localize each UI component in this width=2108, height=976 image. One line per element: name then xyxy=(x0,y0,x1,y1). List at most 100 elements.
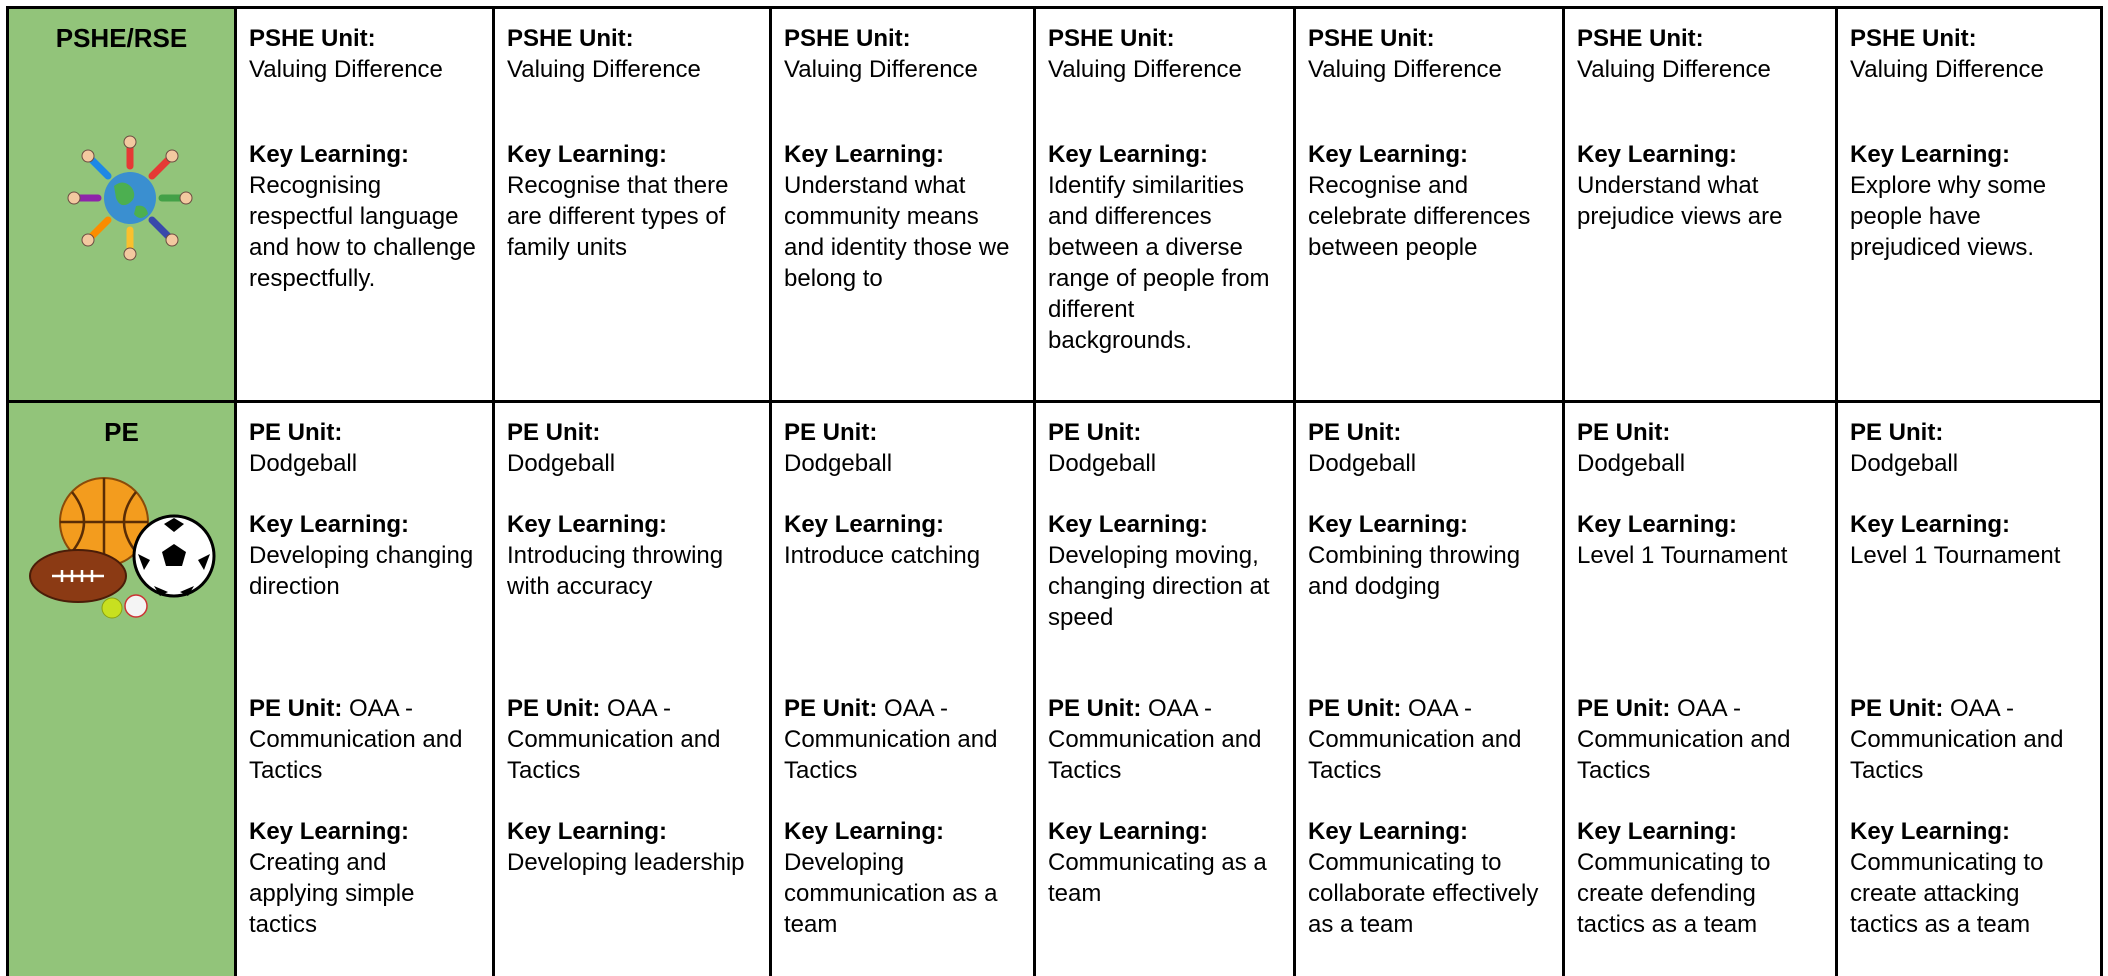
key-text: Recognise and celebrate differences betw… xyxy=(1308,172,1531,261)
unit-label: PE Unit: xyxy=(784,695,878,722)
unit-name: OAA - Communication and Tactics xyxy=(1308,695,1522,784)
spacer xyxy=(249,479,480,509)
unit-line: PE Unit: xyxy=(507,417,757,448)
cell: PSHE Unit: Valuing Difference Key Learning… xyxy=(1033,6,1296,403)
key-label: Key Learning: xyxy=(507,511,668,538)
key-label: Key Learning: xyxy=(1850,141,2011,168)
cell: PE Unit: Dodgeball Key Learning: Introducin… xyxy=(492,400,772,976)
key-text: Understand what prejudice views are xyxy=(1577,172,1783,230)
spacer xyxy=(1048,479,1281,509)
key-label: Key Learning: xyxy=(1577,511,1738,538)
unit-line: PE Unit: OAA - Communication and Tactics xyxy=(1577,693,1823,786)
unit-block: PE Unit: Dodgeball Key Learning: Introducin… xyxy=(507,417,757,693)
unit-block: PSHE Unit: Valuing Difference Key Learning… xyxy=(507,23,757,263)
key-label: Key Learning: xyxy=(784,141,945,168)
key-line: Key Learning: xyxy=(1308,139,1550,170)
key-line: Key Learning: xyxy=(1577,139,1823,170)
unit-name: Valuing Difference xyxy=(507,56,701,83)
unit-block: PE Unit: OAA - Communication and Tactics… xyxy=(1048,693,1281,909)
unit-name: Valuing Difference xyxy=(784,56,978,83)
unit-label: PE Unit: xyxy=(1048,695,1142,722)
key-text: Combining throwing and dodging xyxy=(1308,542,1521,600)
key-text: Level 1 Tournament xyxy=(1850,542,2061,569)
unit-label: PE Unit: xyxy=(1577,695,1671,722)
cell: PE Unit: Dodgeball Key Learning: Level 1 To… xyxy=(1835,400,2103,976)
unit-line: PSHE Unit: xyxy=(507,23,757,54)
key-label: Key Learning: xyxy=(249,511,410,538)
key-text: Communicating as a team xyxy=(1048,849,1267,907)
unit-name: Dodgeball xyxy=(1577,450,1686,477)
spacer xyxy=(784,479,1021,509)
unit-label: PSHE Unit: xyxy=(1850,25,1977,52)
unit-name: Dodgeball xyxy=(1850,450,1959,477)
curriculum-table: PSHE/RSE PSHE Unit: Valuing Difference Key … xyxy=(6,6,2103,976)
unit-block: PE Unit: Dodgeball Key Learning: Level 1 To… xyxy=(1577,417,1823,693)
unit-label: PE Unit: xyxy=(1850,695,1944,722)
key-label: Key Learning: xyxy=(784,511,945,538)
unit-line: PE Unit: xyxy=(1850,417,2088,448)
spacer xyxy=(1308,479,1550,509)
unit-name: Dodgeball xyxy=(1308,450,1417,477)
key-line: Key Learning: xyxy=(1577,816,1823,847)
unit-line: PSHE Unit: xyxy=(784,23,1021,54)
unit-line: PE Unit: OAA - Communication and Tactics xyxy=(249,693,480,786)
row-label: PSHE/RSE xyxy=(55,23,188,53)
spacer xyxy=(1048,786,1281,816)
cell: PE Unit: Dodgeball Key Learning: Developing… xyxy=(1033,400,1296,976)
spacer xyxy=(507,786,757,816)
key-line: Key Learning: xyxy=(249,139,480,170)
key-label: Key Learning: xyxy=(1048,511,1209,538)
key-line: Key Learning: xyxy=(507,509,757,540)
cell: PSHE Unit: Valuing Difference Key Learning… xyxy=(234,6,495,403)
unit-label: PE Unit: xyxy=(1577,419,1671,446)
unit-line: PSHE Unit: xyxy=(1308,23,1550,54)
key-label: Key Learning: xyxy=(1308,818,1469,845)
unit-label: PE Unit: xyxy=(1048,419,1142,446)
key-line: Key Learning: xyxy=(1048,139,1281,170)
unit-block: PE Unit: Dodgeball Key Learning: Introduce … xyxy=(784,417,1021,693)
spacer xyxy=(1850,786,2088,816)
unit-line: PE Unit: xyxy=(1308,417,1550,448)
unit-name: Valuing Difference xyxy=(249,56,443,83)
unit-block: PE Unit: Dodgeball Key Learning: Level 1 To… xyxy=(1850,417,2088,693)
key-label: Key Learning: xyxy=(1048,141,1209,168)
unit-block: PE Unit: Dodgeball Key Learning: Developing… xyxy=(249,417,480,693)
cell: PE Unit: Dodgeball Key Learning: Developing… xyxy=(234,400,495,976)
key-label: Key Learning: xyxy=(507,141,668,168)
spacer xyxy=(1577,85,1823,139)
row-header: PSHE/RSE xyxy=(6,6,237,403)
spacer xyxy=(249,786,480,816)
key-label: Key Learning: xyxy=(1308,511,1469,538)
key-label: Key Learning: xyxy=(1308,141,1469,168)
unit-block: PE Unit: OAA - Communication and Tactics… xyxy=(249,693,480,940)
unit-block: PE Unit: Dodgeball Key Learning: Developing… xyxy=(1048,417,1281,693)
key-label: Key Learning: xyxy=(249,141,410,168)
cell: PSHE Unit: Valuing Difference Key Learning… xyxy=(1835,6,2103,403)
unit-block: PSHE Unit: Valuing Difference Key Learning… xyxy=(249,23,480,294)
unit-name: OAA - Communication and Tactics xyxy=(1850,695,2064,784)
spacer xyxy=(784,786,1021,816)
key-line: Key Learning: xyxy=(1850,139,2088,170)
spacer xyxy=(784,85,1021,139)
unit-line: PE Unit: OAA - Communication and Tactics xyxy=(1308,693,1550,786)
community-icon xyxy=(67,135,193,261)
unit-name: Valuing Difference xyxy=(1577,56,1771,83)
unit-label: PSHE Unit: xyxy=(249,25,376,52)
key-text: Recognise that there are different types… xyxy=(507,172,729,261)
unit-label: PE Unit: xyxy=(249,419,343,446)
spacer xyxy=(1850,85,2088,139)
spacer xyxy=(1308,786,1550,816)
key-text: Introduce catching xyxy=(784,542,981,569)
spacer xyxy=(249,85,480,139)
cell: PSHE Unit: Valuing Difference Key Learning… xyxy=(492,6,772,403)
unit-name: OAA - Communication and Tactics xyxy=(507,695,721,784)
key-text: Creating and applying simple tactics xyxy=(249,849,415,938)
unit-name: OAA - Communication and Tactics xyxy=(249,695,463,784)
key-line: Key Learning: xyxy=(1850,509,2088,540)
key-line: Key Learning: xyxy=(784,139,1021,170)
spacer xyxy=(507,479,757,509)
spacer xyxy=(1577,479,1823,509)
row-label: PE xyxy=(104,417,139,447)
key-line: Key Learning: xyxy=(507,139,757,170)
unit-block: PE Unit: Dodgeball Key Learning: Combining … xyxy=(1308,417,1550,693)
